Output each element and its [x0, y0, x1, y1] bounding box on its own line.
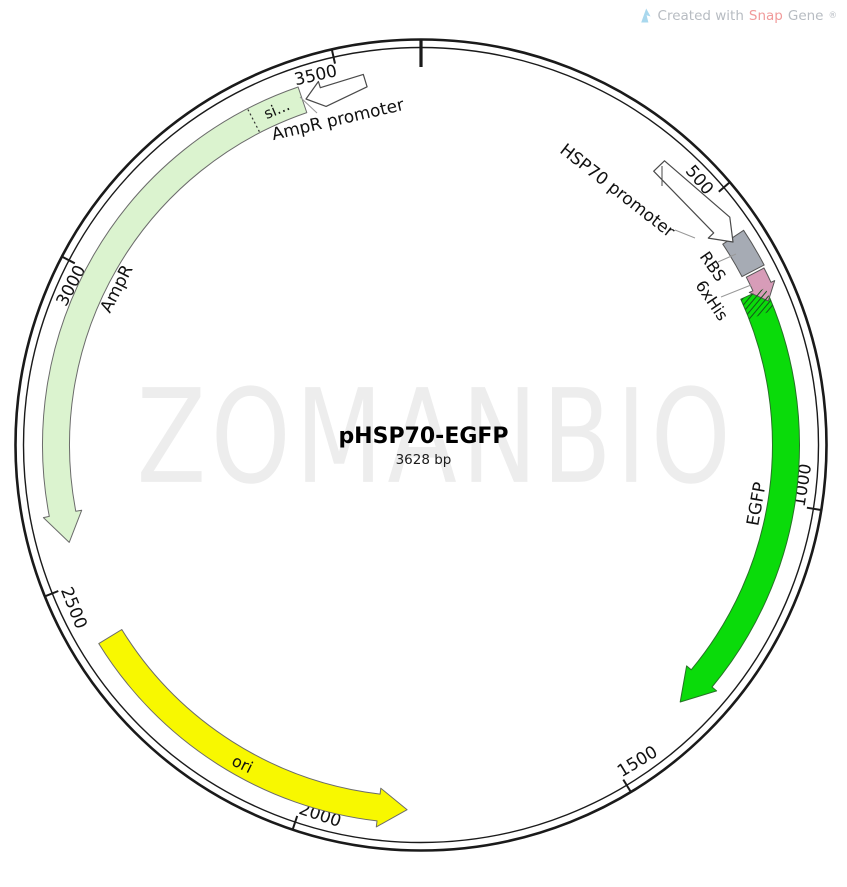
- promoter-arrow-hsp70-promoter: [653, 160, 734, 243]
- tick-2500: [44, 590, 59, 598]
- leader-hsp70-promoter: [674, 229, 696, 239]
- egfp-start-hatch: [740, 288, 775, 320]
- tick-label-2500: 2500: [56, 584, 91, 632]
- leader-6xhis: [720, 284, 752, 298]
- tick-1500: [622, 779, 632, 793]
- feature-ori: [98, 629, 408, 828]
- feature-label-6xhis: 6xHis: [692, 277, 733, 324]
- feature-egfp: [679, 287, 800, 703]
- credit-brand-snap: Snap: [748, 7, 783, 24]
- tick-1000: [806, 506, 822, 512]
- leader-ampr-promoter: [299, 96, 318, 114]
- tick-2000: [291, 815, 299, 831]
- plasmid-ring-outer: [14, 38, 828, 852]
- credit-registered-mark: ®: [828, 10, 838, 21]
- feature-label-hsp70-promoter: HSP70 promoter: [556, 140, 678, 242]
- credit-brand-gene: Gene: [787, 7, 824, 24]
- tick-500: [718, 181, 731, 193]
- tick-3000: [61, 255, 76, 265]
- snapgene-logo-icon: [640, 8, 651, 23]
- feature-label-rbs: RBS: [696, 248, 730, 285]
- snapgene-credit: Created with Snap Gene ®: [638, 7, 837, 24]
- leader-rbs: [717, 253, 737, 263]
- snapgene-logo-shape: [640, 8, 651, 23]
- tick-3500: [330, 48, 336, 64]
- promoter-arrow-ampr-promoter: [305, 73, 368, 108]
- feature-ampr: [42, 86, 308, 543]
- credit-prefix: Created with: [657, 7, 744, 24]
- watermark-text: ZOMANBIO: [136, 360, 736, 513]
